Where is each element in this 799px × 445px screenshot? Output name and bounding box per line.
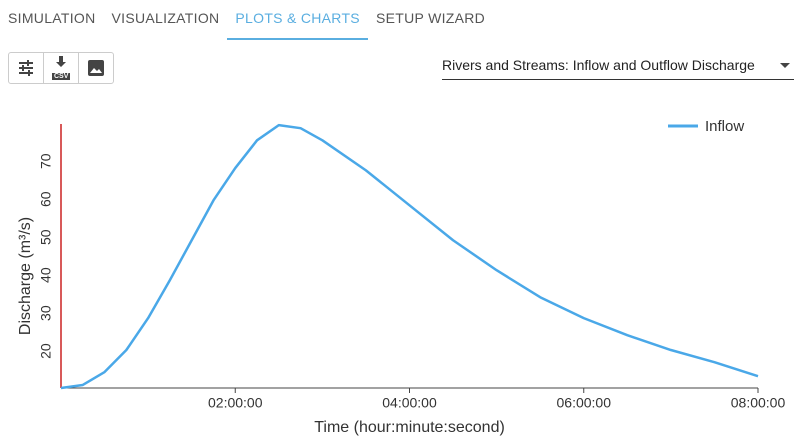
csv-label: CSV	[52, 73, 71, 80]
legend-label: Inflow	[705, 118, 744, 135]
series-line	[60, 123, 759, 390]
y-tick-label: 50	[38, 229, 54, 245]
x-tick-label: 06:00:00	[557, 395, 612, 411]
tab[interactable]: PLOTS & CHARTS	[227, 0, 368, 40]
dropdown-arrow	[780, 63, 790, 68]
chart-select[interactable]: Rivers and Streams: Inflow and Outflow D…	[442, 52, 794, 80]
settings-icon	[19, 60, 33, 76]
y-axis-label: Discharge (m³/s)	[17, 217, 34, 335]
tab[interactable]: SIMULATION	[8, 10, 96, 26]
download-icon	[56, 56, 66, 67]
x-tick-label: 04:00:00	[382, 395, 437, 411]
image-icon	[88, 60, 104, 76]
tab-bar: SIMULATION VISUALIZATION PLOTS & CHARTS …	[0, 0, 493, 40]
y-tick-label: 30	[38, 305, 54, 321]
y-tick-label: 60	[38, 191, 54, 207]
image-button[interactable]	[79, 53, 113, 83]
y-tick-label: 20	[38, 343, 54, 359]
x-axis-label: Time (hour:minute:second)	[314, 419, 505, 436]
toolbar: CSV	[8, 52, 114, 84]
x-tick-label: 02:00:00	[208, 395, 263, 411]
y-tick-label: 70	[38, 153, 54, 169]
y-tick-label: 40	[38, 267, 54, 283]
x-tick-label: 08:00:00	[731, 395, 786, 411]
tab[interactable]: VISUALIZATION	[111, 10, 220, 26]
chart-select-value: Rivers and Streams: Inflow and Outflow D…	[442, 57, 755, 73]
tab[interactable]: SETUP WIZARD	[375, 10, 486, 26]
csv-button[interactable]: CSV	[44, 53, 79, 83]
settings-button[interactable]	[9, 53, 44, 83]
